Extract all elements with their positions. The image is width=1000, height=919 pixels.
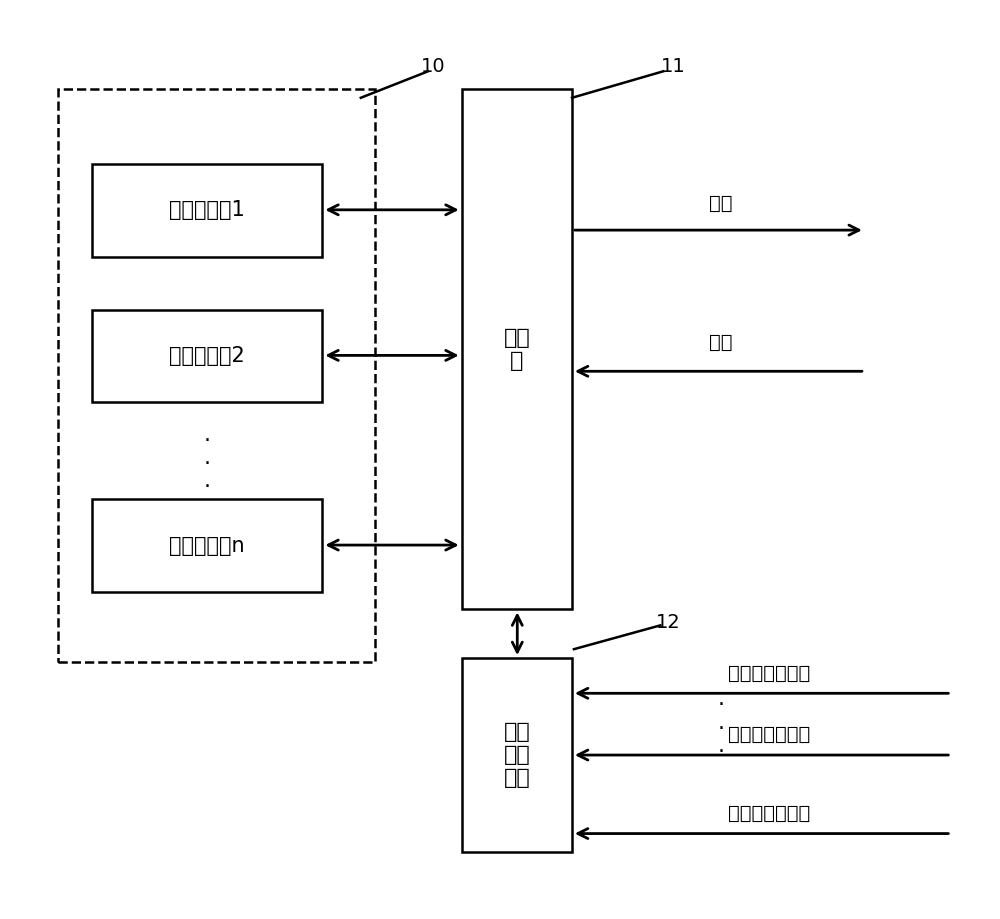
Text: ·
·
·: · · · <box>204 431 211 497</box>
Bar <box>92 310 322 403</box>
Text: 冗余执行体1: 冗余执行体1 <box>169 200 245 221</box>
Text: 随机数影响因子: 随机数影响因子 <box>728 725 810 744</box>
Text: 输入: 输入 <box>709 333 733 352</box>
Bar <box>92 164 322 256</box>
Text: 11: 11 <box>660 57 685 76</box>
Text: 12: 12 <box>656 613 680 632</box>
Text: ·
·
·: · · · <box>717 696 724 762</box>
Text: 10: 10 <box>420 57 445 76</box>
Bar <box>92 499 322 592</box>
Text: 随机数影响因子: 随机数影响因子 <box>728 804 810 823</box>
Bar <box>462 658 572 852</box>
Bar <box>58 89 375 663</box>
Text: 输出: 输出 <box>709 194 733 213</box>
Text: 冗余执行体2: 冗余执行体2 <box>169 346 245 366</box>
Text: 随机数影响因子: 随机数影响因子 <box>728 664 810 683</box>
Text: 冗余执行体n: 冗余执行体n <box>169 536 245 555</box>
Text: 调度
器: 调度 器 <box>503 327 530 371</box>
Bar <box>462 89 572 609</box>
Text: 随机
数发
生器: 随机 数发 生器 <box>503 721 530 789</box>
